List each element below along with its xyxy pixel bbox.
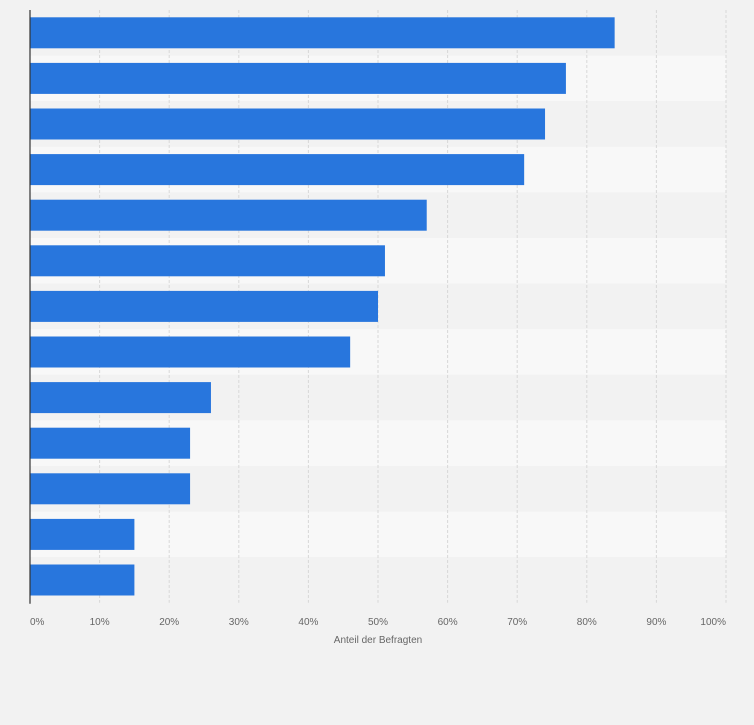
bar <box>30 518 135 550</box>
bar <box>30 382 211 414</box>
x-axis-title: Anteil der Befragten <box>334 635 422 646</box>
bars <box>30 17 615 596</box>
bar <box>30 17 615 49</box>
x-tick-label: 10% <box>90 617 110 628</box>
bar <box>30 564 135 596</box>
x-tick-label: 60% <box>438 617 458 628</box>
x-tick-label: 90% <box>646 617 666 628</box>
bar <box>30 290 378 322</box>
x-tick-label: 30% <box>229 617 249 628</box>
x-tick-label: 40% <box>298 617 318 628</box>
x-tick-label: 80% <box>577 617 597 628</box>
bar <box>30 245 385 277</box>
bar <box>30 473 191 505</box>
x-tick-label: 20% <box>159 617 179 628</box>
x-tick-label: 70% <box>507 617 527 628</box>
x-tick-label: 0% <box>30 617 45 628</box>
bar <box>30 336 351 368</box>
bar <box>30 199 427 231</box>
row-band <box>30 511 726 558</box>
x-tick-label: 50% <box>368 617 388 628</box>
x-tick-label: 100% <box>700 617 726 628</box>
bar <box>30 108 546 140</box>
bar <box>30 427 191 459</box>
x-axis-tick-labels: 0% 10% 20% 30% 40% 50% 60% 70% 80% 90% 100% <box>30 617 726 628</box>
bar <box>30 154 525 186</box>
bar <box>30 62 566 94</box>
